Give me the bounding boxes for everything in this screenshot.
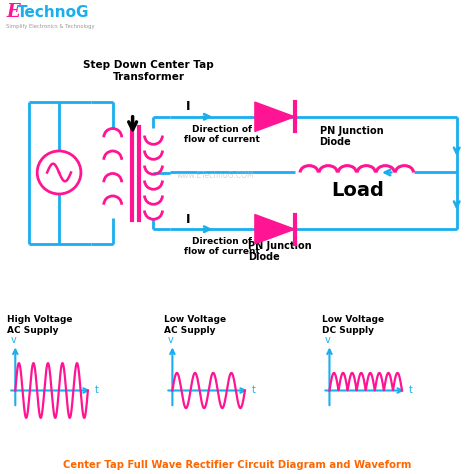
Text: Center Tap Full Wave Rectifier Circuit Diagram and Waveform: Center Tap Full Wave Rectifier Circuit D…: [63, 460, 411, 470]
Text: Direction of
flow of current: Direction of flow of current: [184, 125, 260, 144]
Text: I: I: [186, 100, 191, 113]
Text: Step Down Center Tap
Transformer: Step Down Center Tap Transformer: [83, 60, 214, 82]
Text: E: E: [6, 3, 20, 21]
Text: PN Junction
Diode: PN Junction Diode: [248, 241, 311, 263]
Text: t: t: [95, 385, 99, 395]
Polygon shape: [255, 102, 295, 131]
Text: PN Junction
Diode: PN Junction Diode: [319, 126, 383, 147]
Text: t: t: [409, 385, 413, 395]
Text: Simplify Electronics & Technology: Simplify Electronics & Technology: [6, 24, 95, 29]
Text: Low Voltage
AC Supply: Low Voltage AC Supply: [164, 315, 227, 335]
Text: TechnoG: TechnoG: [17, 5, 90, 20]
Text: Load: Load: [331, 181, 384, 200]
Text: High Voltage
AC Supply: High Voltage AC Supply: [8, 315, 73, 335]
Text: I: I: [186, 213, 191, 226]
Text: Low Voltage
DC Supply: Low Voltage DC Supply: [321, 315, 383, 335]
Text: v: v: [167, 335, 173, 345]
Text: v: v: [10, 335, 16, 345]
Polygon shape: [255, 215, 295, 244]
Text: v: v: [325, 335, 330, 345]
Text: www.ETechnoG.COM: www.ETechnoG.COM: [176, 171, 254, 180]
Text: Direction of
flow of current: Direction of flow of current: [184, 237, 260, 256]
Text: t: t: [252, 385, 256, 395]
